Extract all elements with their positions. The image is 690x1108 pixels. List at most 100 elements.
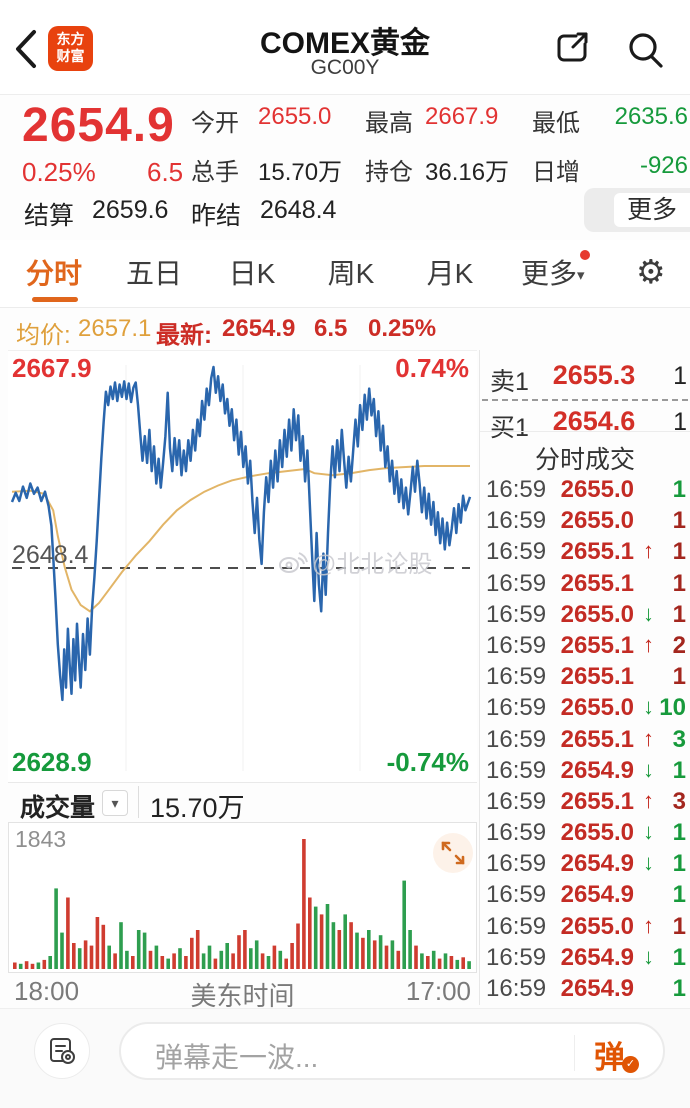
tick-row: 16:59 2655.0 ↑ 1 xyxy=(480,911,690,942)
time-end: 17:00 xyxy=(405,976,471,1006)
weibo-icon xyxy=(279,551,308,573)
tick-volume: 1 xyxy=(672,507,686,535)
danmu-send-button[interactable]: 弹 xyxy=(594,1040,625,1075)
share-button[interactable] xyxy=(552,28,592,68)
tick-volume: 1 xyxy=(672,881,686,909)
change-percent: 0.25% xyxy=(22,157,96,187)
tab-分时[interactable]: 分时 xyxy=(25,258,83,289)
more-button[interactable]: 更多 xyxy=(614,193,690,227)
summary-field-总手: 总手 15.70万 xyxy=(191,159,343,186)
bid-label: 买1 xyxy=(490,414,529,442)
tick-time: 16:59 xyxy=(486,663,547,691)
tab-更多[interactable]: 更多 xyxy=(520,258,578,289)
more-tab-red-dot xyxy=(580,250,590,260)
summary-field-最高: 最高 2667.9 xyxy=(365,103,499,137)
tick-price: 2655.1 xyxy=(560,725,634,753)
arrow-up-icon: ↑ xyxy=(643,787,654,813)
tick-volume: 3 xyxy=(672,725,686,753)
time-zone-label: 美东时间 xyxy=(190,981,295,1011)
arrow-down-icon: ↓ xyxy=(643,694,654,720)
minute-chart[interactable]: 2667.9 0.74% 2648.4 @北北论股 2628.9 -0.74% xyxy=(8,350,477,783)
page-title: COMEX黄金 xyxy=(259,27,430,60)
gear-icon[interactable]: ⚙ xyxy=(636,253,666,290)
arrow-up-icon: ↑ xyxy=(643,725,654,751)
tick-time: 16:59 xyxy=(486,694,547,722)
tick-price: 2654.9 xyxy=(560,850,634,878)
volume-selector-row: 成交量 ▾ 15.70万 xyxy=(0,786,477,823)
tick-price: 2655.0 xyxy=(560,507,634,535)
chart-high-percent: 0.74% xyxy=(395,353,469,383)
volume-dropdown-caret[interactable]: ▾ xyxy=(102,790,128,816)
info-bar: 均价: 2657.1 最新: 2654.9 6.5 0.25% xyxy=(0,309,690,349)
tick-list[interactable]: 16:59 2655.0 1 16:59 2655.0 1 16:59 2655.1 ↑ 1 16:… xyxy=(480,474,690,1005)
tab-周K[interactable]: 周K xyxy=(327,258,375,289)
arrow-down-icon: ↓ xyxy=(643,756,654,782)
chart-high-label: 2667.9 xyxy=(12,353,92,383)
chevron-down-icon: ▾ xyxy=(577,267,585,284)
tick-price: 2654.9 xyxy=(560,975,634,1002)
tick-row: 16:59 2655.1 ↑ 3 xyxy=(480,724,690,755)
tick-volume: 1 xyxy=(672,756,686,784)
logo-line1: 东方 xyxy=(56,31,85,47)
tick-row: 16:59 2655.1 ↑ 2 xyxy=(480,630,690,661)
tick-volume: 2 xyxy=(672,631,686,659)
volume-chart[interactable]: 1843 xyxy=(8,822,477,973)
latest-percent: 0.25% xyxy=(368,315,437,342)
back-button[interactable] xyxy=(10,24,46,74)
tick-row: 16:59 2655.1 ↑ 3 xyxy=(480,786,690,817)
comment-list-icon xyxy=(50,1038,75,1064)
tick-price: 2655.1 xyxy=(560,538,634,566)
tick-row: 16:59 2654.9 ↓ 1 xyxy=(480,848,690,879)
tick-price: 2655.1 xyxy=(560,631,634,659)
tick-time: 16:59 xyxy=(486,912,547,940)
tick-volume: 10 xyxy=(659,694,686,722)
ask-price: 2655.3 xyxy=(552,360,636,390)
chart-low-percent: -0.74% xyxy=(386,747,469,777)
tick-volume: 1 xyxy=(672,850,686,878)
expand-button[interactable] xyxy=(433,833,473,873)
tick-row: 16:59 2655.0 ↓ 1 xyxy=(480,817,690,848)
tab-五日[interactable]: 五日 xyxy=(125,258,183,289)
tick-time: 16:59 xyxy=(486,943,547,971)
summary-field-日增: 日增 -926 xyxy=(532,152,688,186)
tab-月K[interactable]: 月K xyxy=(426,258,474,289)
summary-field-今开: 今开 2655.0 xyxy=(191,103,332,137)
comment-list-button[interactable] xyxy=(34,1023,90,1079)
tick-volume: 1 xyxy=(672,943,686,971)
tab-日K[interactable]: 日K xyxy=(228,258,276,289)
tick-time: 16:59 xyxy=(486,507,547,535)
latest-price: 2654.9 xyxy=(222,315,296,342)
logo-line2: 财富 xyxy=(56,48,85,64)
tick-time: 16:59 xyxy=(486,600,547,628)
search-icon[interactable] xyxy=(624,28,668,72)
volume-value: 15.70万 xyxy=(150,793,245,823)
settle-label: 结算 xyxy=(24,202,75,230)
tick-time: 16:59 xyxy=(486,881,547,909)
volume-label: 成交量 xyxy=(20,794,96,822)
tick-price: 2655.0 xyxy=(560,819,634,847)
arrow-down-icon: ↓ xyxy=(643,850,654,876)
tick-time: 16:59 xyxy=(486,725,547,753)
time-start: 18:00 xyxy=(14,976,80,1006)
chart-mid-label: 2648.4 xyxy=(12,541,89,569)
tick-price: 2655.1 xyxy=(560,663,634,691)
tick-time: 16:59 xyxy=(486,476,547,503)
tick-row: 16:59 2654.9 1 xyxy=(480,879,690,910)
active-tab-underline xyxy=(32,297,78,302)
arrow-up-icon: ↑ xyxy=(643,912,654,938)
last-price: 2654.9 xyxy=(22,99,175,152)
tick-row: 16:59 2654.9 ↓ 1 xyxy=(480,755,690,786)
ask-label: 卖1 xyxy=(490,368,529,396)
change-value: 6.5 xyxy=(147,157,184,187)
chart-low-label: 2628.9 xyxy=(12,747,92,777)
tick-row: 16:59 2655.0 ↓ 10 xyxy=(480,692,690,723)
tick-price: 2655.0 xyxy=(560,912,634,940)
latest-label: 最新: xyxy=(156,322,212,349)
tick-time: 16:59 xyxy=(486,819,547,847)
danmu-input[interactable]: 弹幕走一波... 弹 ✓ xyxy=(119,1022,665,1080)
tick-time: 16:59 xyxy=(486,975,547,1002)
arrow-down-icon: ↓ xyxy=(643,600,654,626)
arrow-up-icon: ↑ xyxy=(643,631,654,657)
avg-value: 2657.1 xyxy=(78,315,152,342)
